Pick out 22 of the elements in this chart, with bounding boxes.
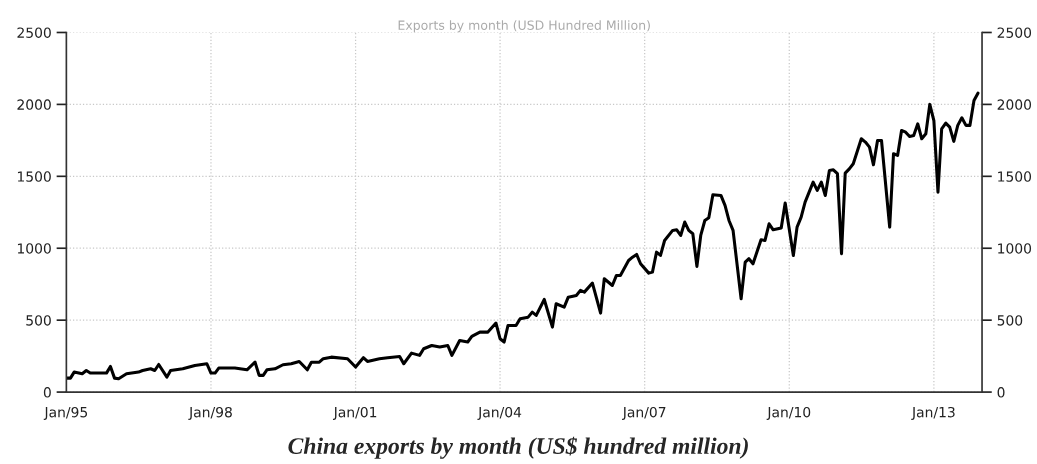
y-tick-label: 1500 [17, 171, 51, 182]
y-tick-label: 1000 [17, 243, 51, 254]
y-tick-label: 0 [43, 387, 51, 398]
y-tick-label: 500 [26, 315, 51, 326]
y2-tick-label: 1500 [998, 171, 1032, 182]
text: China exports by month (US$ hundred million) [288, 436, 748, 459]
x-tick-label: Jan/01 [332, 406, 377, 420]
x-tick-label: Jan/07 [622, 406, 666, 420]
y2-tick-label: 2500 [997, 27, 1032, 38]
y-tick-label: 2000 [17, 99, 51, 110]
line-series [66, 91, 980, 381]
x-tick-label: Jan/04 [477, 406, 522, 420]
y2-tick-label: 0 [997, 387, 1005, 398]
chart-title: Exports by month (USD Hundred Million) [398, 20, 650, 33]
y-tick-label: 2500 [17, 27, 51, 38]
x-tick-label: Jan/95 [43, 406, 88, 420]
y2-tick-label: 500 [997, 315, 1023, 326]
x-tick-label: Jan/10 [766, 406, 811, 420]
x-tick-label: Jan/98 [188, 406, 232, 420]
x-tick-label: Jan/13 [911, 406, 955, 420]
y2-tick-label: 2000 [997, 99, 1032, 110]
y2-tick-label: 1000 [998, 243, 1032, 254]
